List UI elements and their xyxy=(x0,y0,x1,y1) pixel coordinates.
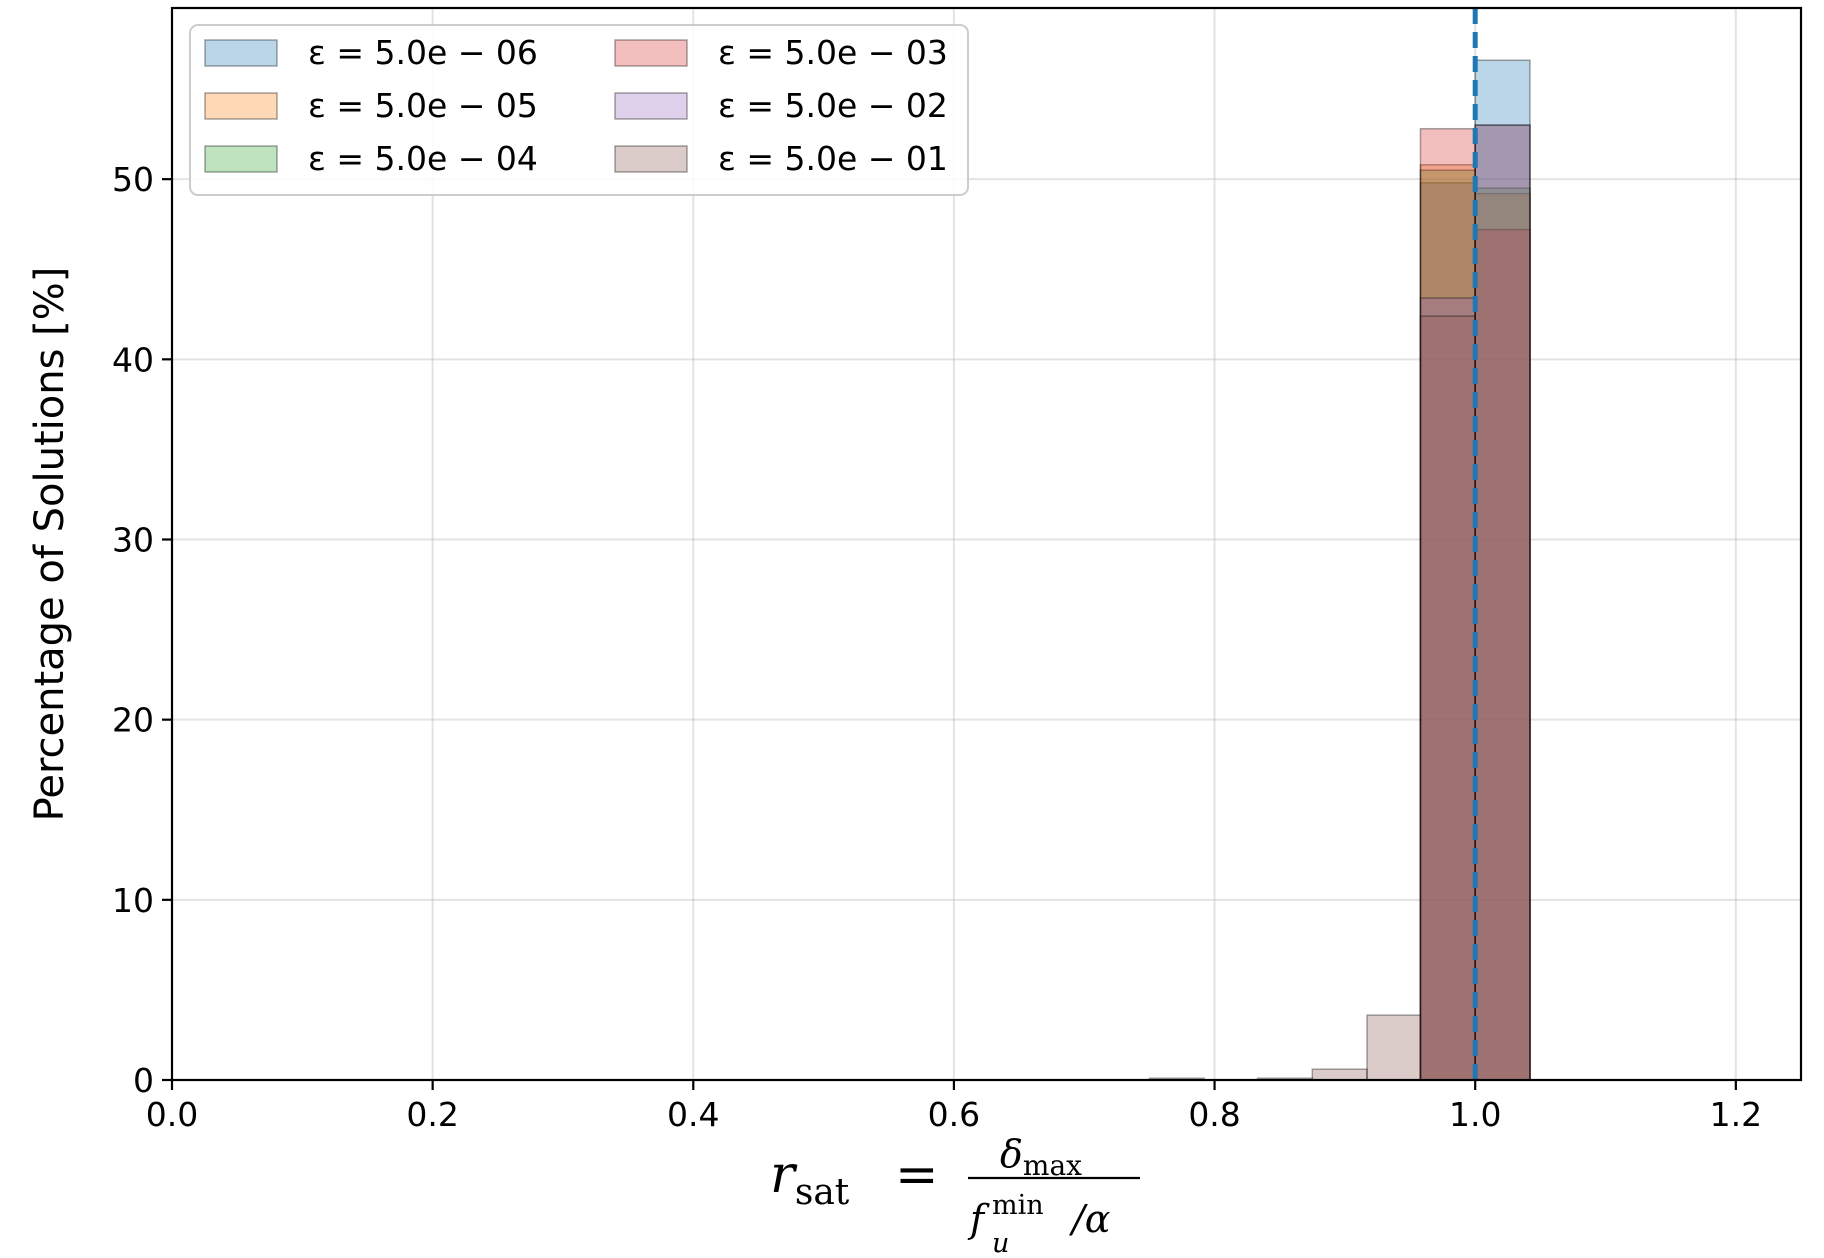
bar-series-5-bin-1 xyxy=(1419,297,1476,1081)
legend-label-3: ε = 5.0e − 04 xyxy=(308,139,538,178)
bar-series-6-bin-3 xyxy=(1311,1068,1368,1081)
y-tick-label: 20 xyxy=(112,701,154,740)
bar-series-5-bin-2 xyxy=(1474,124,1531,1081)
x-tick-label: 0.4 xyxy=(667,1095,719,1134)
legend-swatch-3 xyxy=(204,145,278,173)
bar-series-6-bin-6 xyxy=(1474,124,1531,1081)
bar-series-4-bin-1 xyxy=(1419,127,1476,1081)
x-tick-label: 0.8 xyxy=(1188,1095,1240,1134)
legend-label-5: ε = 5.0e − 02 xyxy=(718,86,948,125)
x-tick-label: 0.0 xyxy=(146,1095,198,1134)
x-tick-label: 0.2 xyxy=(406,1095,458,1134)
x-label-lhs: r xyxy=(770,1145,798,1205)
svg-text:rsat: rsat xyxy=(770,1145,850,1213)
legend-label-4: ε = 5.0e − 03 xyxy=(718,33,948,72)
x-label-lhs-subscript: sat xyxy=(795,1172,850,1213)
axes-frame xyxy=(170,6,1803,1082)
bar-series-6-bin-4 xyxy=(1366,1014,1422,1081)
x-axis-label: rsat = δmax f min u /α xyxy=(770,1132,1140,1258)
y-tick-label: 0 xyxy=(133,1061,154,1100)
bar-series-2-bin-2 xyxy=(1474,192,1531,1081)
legend-swatch-5 xyxy=(614,92,688,120)
legend-swatch-2 xyxy=(204,92,278,120)
x-label-numerator: δ xyxy=(1000,1132,1023,1176)
x-tick-label: 1.2 xyxy=(1710,1095,1762,1134)
x-label-denominator-rest: /α xyxy=(1068,1197,1110,1241)
x-tick-label: 1.0 xyxy=(1449,1095,1501,1134)
legend-label-6: ε = 5.0e − 01 xyxy=(718,139,948,178)
x-label-numerator-subscript: max xyxy=(1023,1149,1082,1182)
legend: ε = 5.0e − 06 ε = 5.0e − 05 ε = 5.0e − 04 ε… xyxy=(189,24,969,196)
legend-label-1: ε = 5.0e − 06 xyxy=(308,33,538,72)
y-tick-label: 40 xyxy=(112,340,154,379)
legend-box xyxy=(189,24,969,196)
y-axis-label: Percentage of Solutions [%] xyxy=(27,267,73,822)
y-tick-label: 50 xyxy=(112,160,154,199)
svg-text:δmax: δmax xyxy=(1000,1132,1082,1182)
y-tick-label: 10 xyxy=(112,881,154,920)
histogram-bars xyxy=(1148,59,1531,1081)
x-label-denominator-superscript: min xyxy=(992,1190,1044,1221)
x-label-denominator-subscript: u xyxy=(992,1228,1009,1258)
legend-swatch-6 xyxy=(614,145,688,173)
y-tick-label: 30 xyxy=(112,520,154,559)
x-label-equals: = xyxy=(895,1145,939,1205)
bar-series-6-bin-5 xyxy=(1419,315,1476,1081)
legend-swatch-4 xyxy=(614,39,688,67)
axis-ticks: 0.0 0.2 0.4 0.6 0.8 1.0 1.2 0 10 20 30 40 50 xyxy=(112,160,1762,1134)
bar-series-3-bin-1 xyxy=(1419,169,1476,1081)
legend-swatch-1 xyxy=(204,39,278,67)
x-tick-label: 0.6 xyxy=(928,1095,980,1134)
legend-label-2: ε = 5.0e − 05 xyxy=(308,86,538,125)
